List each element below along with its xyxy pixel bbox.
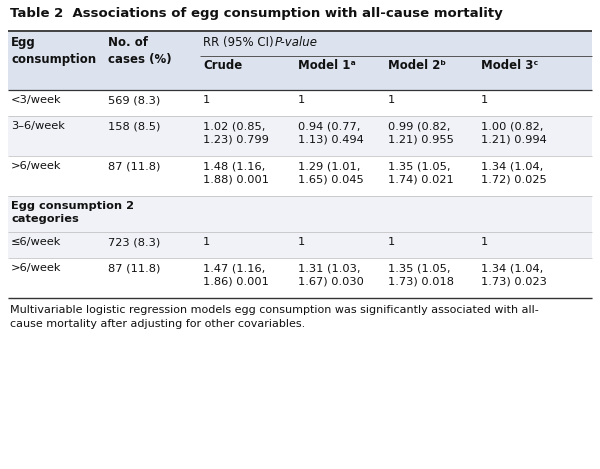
Text: 1.34 (1.04,
1.73) 0.023: 1.34 (1.04, 1.73) 0.023: [481, 263, 547, 286]
Text: 87 (11.8): 87 (11.8): [108, 161, 160, 171]
Text: Model 2ᵇ: Model 2ᵇ: [388, 59, 446, 72]
Text: 1.35 (1.05,
1.73) 0.018: 1.35 (1.05, 1.73) 0.018: [388, 263, 454, 286]
Text: 1.00 (0.82,
1.21) 0.994: 1.00 (0.82, 1.21) 0.994: [481, 121, 547, 144]
Text: RR (95% CI): RR (95% CI): [203, 36, 277, 49]
Text: 0.94 (0.77,
1.13) 0.494: 0.94 (0.77, 1.13) 0.494: [298, 121, 364, 144]
Text: 3–6/week: 3–6/week: [11, 121, 65, 131]
Text: Multivariable logistic regression models egg consumption was significantly assoc: Multivariable logistic regression models…: [10, 305, 539, 329]
Text: 1: 1: [388, 237, 395, 247]
Text: Table 2  Associations of egg consumption with all-cause mortality: Table 2 Associations of egg consumption …: [10, 7, 503, 20]
Bar: [8, 90, 592, 116]
Bar: [8, 258, 592, 298]
Text: 1: 1: [481, 95, 488, 105]
Text: Model 1ᵃ: Model 1ᵃ: [298, 59, 356, 72]
Text: Egg
consumption: Egg consumption: [11, 36, 96, 66]
Text: Crude: Crude: [203, 59, 242, 72]
Text: 158 (8.5): 158 (8.5): [108, 121, 160, 131]
Text: 1.47 (1.16,
1.86) 0.001: 1.47 (1.16, 1.86) 0.001: [203, 263, 269, 286]
Bar: [8, 116, 592, 156]
Text: ≤6/week: ≤6/week: [11, 237, 61, 247]
Text: 1.35 (1.05,
1.74) 0.021: 1.35 (1.05, 1.74) 0.021: [388, 161, 454, 184]
Text: No. of
cases (%): No. of cases (%): [108, 36, 172, 66]
Text: 1.29 (1.01,
1.65) 0.045: 1.29 (1.01, 1.65) 0.045: [298, 161, 364, 184]
Text: <3/week: <3/week: [11, 95, 62, 105]
Bar: [8, 32, 592, 90]
Text: Egg consumption 2
categories: Egg consumption 2 categories: [11, 201, 134, 224]
Text: 1: 1: [203, 237, 210, 247]
Text: 1.31 (1.03,
1.67) 0.030: 1.31 (1.03, 1.67) 0.030: [298, 263, 364, 286]
Text: 569 (8.3): 569 (8.3): [108, 95, 160, 105]
Text: 1.48 (1.16,
1.88) 0.001: 1.48 (1.16, 1.88) 0.001: [203, 161, 269, 184]
Bar: [8, 28, 592, 294]
Text: P-value: P-value: [275, 36, 318, 49]
Text: 1.02 (0.85,
1.23) 0.799: 1.02 (0.85, 1.23) 0.799: [203, 121, 269, 144]
Text: 1: 1: [203, 95, 210, 105]
Text: 0.99 (0.82,
1.21) 0.955: 0.99 (0.82, 1.21) 0.955: [388, 121, 454, 144]
Text: >6/week: >6/week: [11, 263, 62, 273]
Text: >6/week: >6/week: [11, 161, 62, 171]
Text: 1: 1: [298, 95, 305, 105]
Bar: [8, 196, 592, 232]
Bar: [8, 232, 592, 258]
Text: 1: 1: [388, 95, 395, 105]
Text: 1.34 (1.04,
1.72) 0.025: 1.34 (1.04, 1.72) 0.025: [481, 161, 547, 184]
Text: Model 3ᶜ: Model 3ᶜ: [481, 59, 538, 72]
Bar: [8, 156, 592, 196]
Text: 1: 1: [298, 237, 305, 247]
Text: 1: 1: [481, 237, 488, 247]
Text: 87 (11.8): 87 (11.8): [108, 263, 160, 273]
Text: 723 (8.3): 723 (8.3): [108, 237, 160, 247]
